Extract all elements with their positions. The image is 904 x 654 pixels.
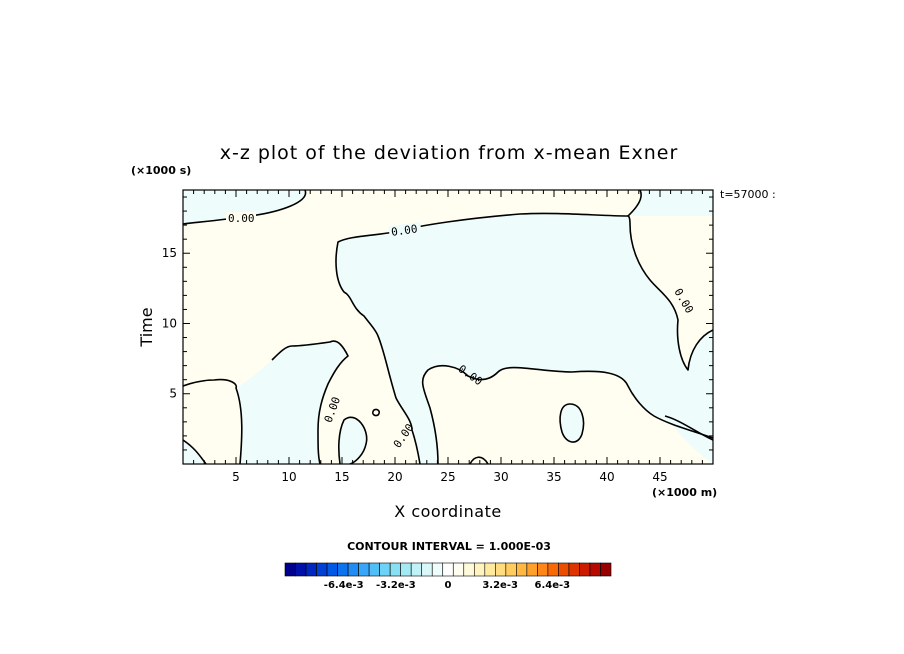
x-tick-label: 20 xyxy=(387,470,402,484)
colorbar-cell xyxy=(368,562,380,577)
y-unit-label: (×1000 s) xyxy=(131,164,191,177)
y-tick-label: 10 xyxy=(162,316,177,330)
colorbar-cell xyxy=(526,562,538,577)
y-tick-label: 5 xyxy=(169,387,177,401)
colorbar-cell xyxy=(516,562,528,577)
x-tick-label: 35 xyxy=(546,470,561,484)
negative-region-center-left xyxy=(236,341,348,464)
colorbar-tick-label: -6.4e-3 xyxy=(324,580,364,591)
colorbar-cell xyxy=(400,562,412,577)
colorbar-cell xyxy=(337,562,349,577)
colorbar-cell xyxy=(495,562,507,577)
colorbar-cell xyxy=(537,562,549,577)
colorbar-cell xyxy=(558,562,570,577)
x-tick-label: 45 xyxy=(652,470,667,484)
colorbar-tick-label: 3.2e-3 xyxy=(482,580,518,591)
x-axis-title: X coordinate xyxy=(394,502,501,521)
colorbar-labels: -6.4e-3 -3.2e-3 0 3.2e-3 6.4e-3 xyxy=(324,580,570,591)
time-label: t=57000 : xyxy=(720,188,776,201)
x-tick-label: 5 xyxy=(232,470,240,484)
colorbar-cell xyxy=(410,562,423,577)
contour-interval-label: CONTOUR INTERVAL = 1.000E-03 xyxy=(347,540,551,553)
x-tick-label: 10 xyxy=(281,470,296,484)
y-tick-label: 15 xyxy=(162,246,177,260)
negative-region-right-low xyxy=(665,416,713,464)
colorbar-cell xyxy=(316,562,328,577)
colorbar-cell xyxy=(295,562,307,577)
colorbar-cell xyxy=(347,562,359,577)
colorbar-cell xyxy=(358,562,370,577)
negative-region-top xyxy=(183,190,713,464)
x-tick-label: 40 xyxy=(599,470,614,484)
colorbar-tick-label: 6.4e-3 xyxy=(535,580,571,591)
x-tick-label: 15 xyxy=(334,470,349,484)
colorbar-cell xyxy=(305,562,317,577)
negative-region-left-low xyxy=(183,440,206,464)
colorbar-cell xyxy=(326,562,338,577)
colorbar-cell xyxy=(505,562,517,577)
plot-area: 0.00 0.00 0.00 0.00 0.00 0.00 xyxy=(183,190,713,464)
negative-region-oval xyxy=(560,404,584,443)
colorbar-cell xyxy=(284,562,296,577)
contour-label: 0.00 xyxy=(390,222,418,239)
chart-title: x-z plot of the deviation from x-mean Ex… xyxy=(220,142,679,164)
colorbar-cell xyxy=(484,562,496,577)
colorbar-cell xyxy=(547,562,559,577)
colorbar xyxy=(284,562,612,577)
x-tick-label: 25 xyxy=(440,470,455,484)
colorbar-cell xyxy=(473,562,486,577)
x-unit-label: (×1000 m) xyxy=(652,486,717,499)
colorbar-tick-label: -3.2e-3 xyxy=(376,580,416,591)
contour-label: 0.00 xyxy=(228,212,255,225)
colorbar-cell xyxy=(421,562,433,577)
x-tick-label: 30 xyxy=(493,470,508,484)
y-axis: 5 10 15 xyxy=(162,196,713,451)
y-axis-title: Time xyxy=(137,307,156,347)
colorbar-cell xyxy=(600,562,612,577)
colorbar-cell xyxy=(389,562,401,577)
negative-region-upper-left xyxy=(183,190,306,224)
negative-region-low-center xyxy=(338,417,367,464)
colorbar-cell xyxy=(379,562,391,577)
colorbar-cell xyxy=(568,562,580,577)
colorbar-cell xyxy=(589,562,601,577)
colorbar-cell xyxy=(442,562,454,577)
colorbar-cell xyxy=(463,562,475,577)
colorbar-cell xyxy=(579,562,591,577)
colorbar-cell xyxy=(452,562,465,577)
x-axis: 5 10 15 20 25 30 35 40 45 xyxy=(193,190,703,484)
colorbar-cell xyxy=(431,562,444,577)
colorbar-tick-label: 0 xyxy=(445,580,452,591)
